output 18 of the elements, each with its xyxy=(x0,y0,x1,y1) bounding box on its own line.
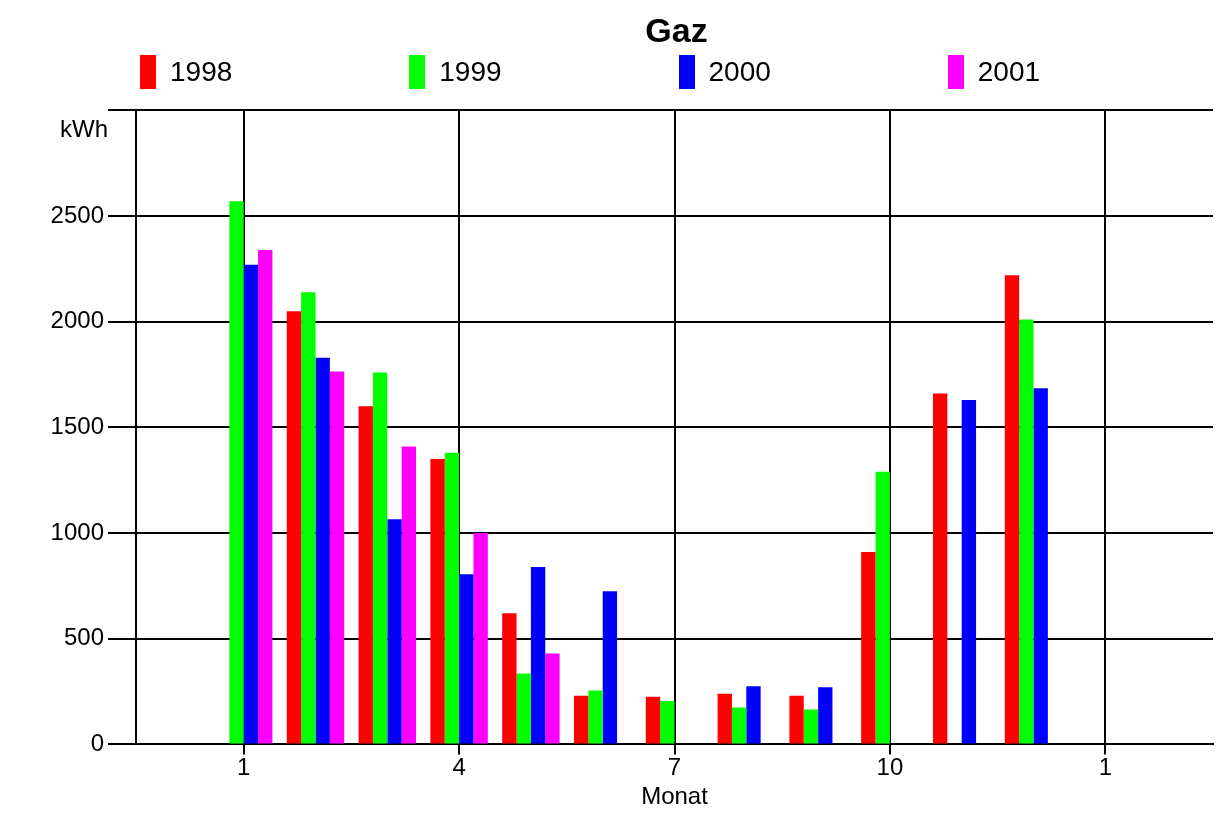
legend-label: 1999 xyxy=(439,56,502,88)
chart-title: Gaz xyxy=(644,10,709,51)
x-axis-title: Monat xyxy=(641,782,709,810)
legend-label: 2000 xyxy=(708,56,771,88)
y-tick-label: 2000 xyxy=(50,306,104,334)
y-tick-label: 1500 xyxy=(50,412,104,440)
x-tick-label: 1 xyxy=(1098,753,1112,781)
legend-label: 2001 xyxy=(977,56,1041,88)
y-tick-label: 2500 xyxy=(50,200,104,228)
y-tick-label: 1000 xyxy=(50,517,104,545)
y-tick-label: 500 xyxy=(63,623,104,651)
x-tick-label: 4 xyxy=(452,753,466,781)
y-axis-title: kWh xyxy=(60,115,108,143)
x-tick-label: 1 xyxy=(237,753,251,781)
legend-label: 1998 xyxy=(170,56,233,88)
x-tick-label: 10 xyxy=(876,753,904,781)
y-tick-label: 0 xyxy=(90,729,104,757)
x-tick-label: 7 xyxy=(667,753,682,781)
